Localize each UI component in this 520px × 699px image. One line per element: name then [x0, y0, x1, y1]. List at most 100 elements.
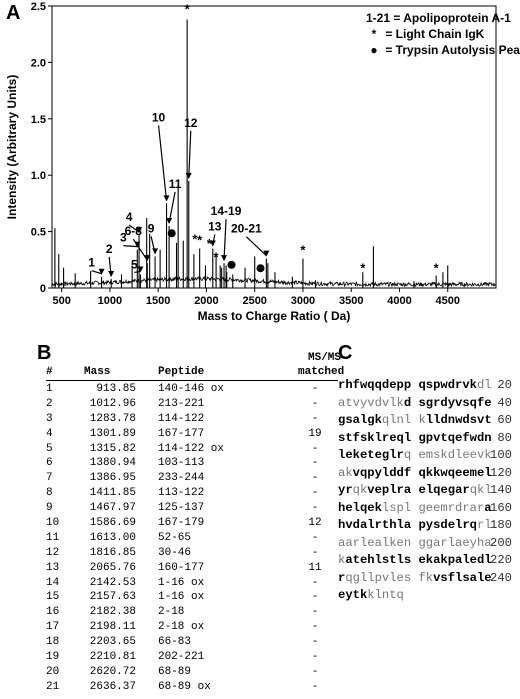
row-msms-matched: 19 [308, 427, 322, 440]
peak-annotation-label: 11 [169, 177, 182, 191]
matched-residues: veplra [367, 483, 412, 497]
row-msms-matched: - [311, 457, 319, 470]
arrow-head [152, 248, 159, 255]
table-row: 2 1012.96 213-221 - [46, 398, 346, 413]
y-tick-label: 1.0 [31, 170, 46, 182]
arrow-head [163, 195, 170, 202]
arrow-head [137, 266, 144, 273]
plot-frame [51, 5, 497, 289]
row-peptide: 167-177 [158, 427, 205, 440]
matched-residues: qkkwqeemel [418, 465, 492, 480]
row-peptide: 114-122 ox [158, 442, 225, 455]
table-header-rule [46, 380, 338, 381]
light-chain-star-marker: * [214, 249, 220, 264]
trypsin-dot-marker [167, 229, 176, 238]
row-number: 20 [46, 665, 60, 678]
sequence-line: eytkklntq [338, 588, 492, 606]
row-peptide: 233-244 [158, 472, 205, 485]
matched-residues: stfsklreql [338, 430, 412, 445]
legend-light-chain: * = Light Chain IgK [366, 26, 520, 42]
star-icon: * [371, 27, 377, 41]
peak-annotation-label: 5 [131, 257, 138, 271]
panel-b-label: B [37, 342, 52, 364]
row-msms-matched: - [311, 606, 319, 619]
chart-legend: 1-21 = Apolipoprotein A-1 * = Light Chai… [366, 10, 520, 58]
row-msms-matched: - [311, 397, 319, 410]
row-peptide: 66-83 [158, 636, 192, 649]
row-msms-matched: - [311, 442, 319, 455]
unmatched-residues: klntq [367, 588, 404, 602]
matched-residues: hvdalrthla [338, 518, 412, 532]
row-msms-matched: - [311, 591, 319, 604]
row-number: 3 [46, 412, 53, 425]
panel-a-label: A [6, 2, 21, 24]
arrow-head [263, 250, 270, 257]
legend-trypsin-label: = Trypsin Autolysis Peaks [385, 43, 520, 57]
table-row: 12 1816.85 30-46 - [46, 547, 346, 562]
table-row: 21 2636.37 68-89 ox - [46, 681, 346, 696]
legend-trypsin: ● = Trypsin Autolysis Peaks [366, 42, 520, 58]
unmatched-residues: ak [338, 465, 353, 480]
row-peptide: 202-221 [158, 651, 205, 664]
residue-position-number: 180 [490, 518, 512, 532]
matched-residues: helqek [338, 500, 382, 515]
row-peptide: 2-18 [158, 606, 185, 619]
sequence-line: katehlstls ekakpaledl 220 [338, 553, 512, 571]
table-row: 20 2620.72 68-89 - [46, 666, 346, 681]
unmatched-residues: qgllpvles fk [345, 570, 434, 585]
x-tick-label: 1000 [98, 295, 122, 307]
matched-residues: rhfwqqdepp [338, 378, 412, 392]
light-chain-star-marker: * [185, 1, 191, 16]
peak-annotation-label: 3 [120, 231, 127, 245]
unmatched-residues: aarlealken ggarlaeyha [338, 535, 492, 550]
sequence-line: akvqpylddf qkkwqeemel 120 [338, 465, 512, 484]
x-tick-label: 2000 [194, 295, 218, 307]
row-msms-matched: - [311, 412, 319, 425]
row-mass: 2636.37 [89, 680, 136, 693]
light-chain-star-marker: * [300, 243, 306, 258]
x-tick-label: 500 [52, 295, 70, 307]
row-peptide: 68-89 [158, 665, 192, 678]
y-axis-label: Intensity (Arbitrary Units) [5, 75, 19, 220]
row-mass: 2620.72 [89, 665, 136, 678]
row-msms-matched: - [311, 636, 319, 649]
matched-residues: ekakpaledl [418, 553, 492, 567]
spectrum-baseline [51, 275, 496, 288]
row-peptide: 1-16 ox [158, 576, 205, 589]
arrow-head [185, 172, 192, 179]
unmatched-residues: qkl [469, 483, 492, 497]
annotation-arrow [223, 219, 227, 261]
table-header-msms: MS/MS [308, 352, 342, 364]
row-mass: 1380.94 [89, 457, 136, 470]
sequence-line: gsalgkqlnl klldnwdsvt 60 [338, 413, 512, 431]
sequence-line: hvdalrthla pysdelrqrl 180 [338, 518, 512, 536]
residue-position-number: 20 [497, 378, 512, 392]
row-msms-matched: - [311, 665, 319, 678]
row-number: 21 [46, 680, 60, 693]
annotation-arrow [128, 224, 140, 233]
residue-position-number: 40 [497, 395, 512, 410]
row-msms-matched: 11 [308, 561, 322, 574]
row-mass: 1467.97 [89, 502, 136, 515]
row-mass: 2142.53 [89, 576, 136, 589]
row-number: 15 [46, 591, 60, 604]
annotation-arrow [91, 270, 102, 275]
row-number: 6 [46, 457, 53, 470]
residue-position-number: 220 [490, 553, 512, 567]
trypsin-dot-marker [256, 264, 265, 273]
row-msms-matched: - [311, 576, 319, 589]
x-axis-label: Mass to Charge Ratio ( Da) [198, 309, 351, 323]
legend-light-chain-label: = Light Chain IgK [385, 27, 485, 41]
matched-residues: sgrdyvsqfe [418, 395, 492, 410]
row-peptide: 30-46 [158, 546, 192, 559]
light-chain-star-marker: * [434, 261, 440, 276]
peak-annotation-label: 4 [126, 210, 133, 224]
row-number: 2 [46, 397, 53, 410]
unmatched-residues [411, 483, 418, 497]
residue-position-number: 240 [490, 570, 512, 585]
matched-residues: eytk [338, 588, 368, 602]
table-row: 3 1283.78 114-122 - [46, 413, 346, 428]
x-tick-label: 4500 [435, 295, 459, 307]
matched-residues: d [403, 395, 412, 410]
row-peptide: 160-177 [158, 561, 205, 574]
